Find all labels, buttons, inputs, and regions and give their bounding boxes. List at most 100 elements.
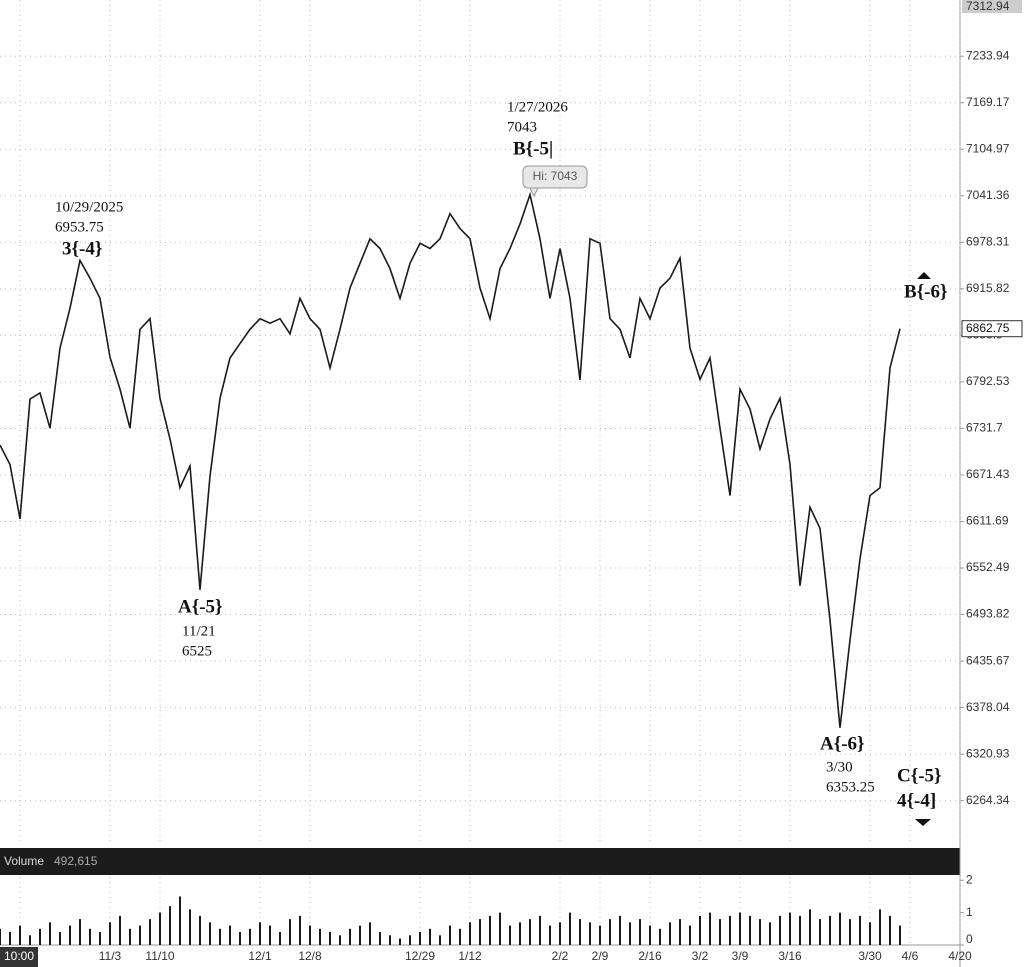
volume-bar: [449, 925, 451, 945]
volume-bar: [169, 906, 171, 945]
volume-bar: [39, 928, 41, 945]
price-line: [0, 191, 901, 728]
annotation: B{-6}: [904, 281, 947, 302]
annotation: A{-6}: [820, 733, 865, 754]
y-tick-label: 6611.69: [966, 514, 1009, 528]
volume-value: 492,615: [54, 854, 98, 868]
volume-bar: [259, 922, 261, 945]
y-tick-label: 6915.82: [966, 281, 1010, 295]
volume-bar: [239, 932, 241, 945]
volume-bar: [389, 935, 391, 945]
hi-label: Hi: 7043: [533, 169, 578, 183]
volume-bar: [879, 909, 881, 945]
volume-bar: [829, 915, 831, 945]
volume-bar: [689, 925, 691, 945]
annotation: B{-5|: [513, 138, 553, 159]
volume-bar: [819, 919, 821, 945]
y-tick-label: 1: [966, 905, 973, 919]
volume-bar: [379, 932, 381, 945]
volume-bar: [859, 915, 861, 945]
volume-bar: [299, 915, 301, 945]
volume-bar: [739, 912, 741, 945]
y-range-label: 7312.94: [966, 0, 1010, 13]
volume-bar: [599, 925, 601, 945]
volume-bar: [249, 928, 251, 945]
volume-bar: [559, 922, 561, 945]
volume-bar: [529, 919, 531, 945]
x-tick-label: 4/20: [948, 949, 972, 963]
annotation: 11/21: [182, 623, 216, 639]
volume-bar: [709, 912, 711, 945]
volume-bar: [659, 928, 661, 945]
marker: [917, 272, 931, 279]
volume-bar: [729, 915, 731, 945]
volume-bar: [409, 935, 411, 945]
x-tick-label: 3/9: [732, 949, 749, 963]
volume-bar: [219, 928, 221, 945]
y-tick-label: 2: [966, 872, 973, 886]
volume-bar: [209, 922, 211, 945]
y-tick-label: 6264.34: [966, 793, 1010, 807]
x-tick-label: 2/9: [592, 949, 609, 963]
volume-bar: [309, 925, 311, 945]
x-tick-label: 2/16: [638, 949, 662, 963]
x-tick-label: 10:00: [4, 949, 34, 963]
volume-bar: [0, 928, 1, 945]
volume-bar: [149, 919, 151, 945]
y-tick-label: 6493.82: [966, 607, 1010, 621]
volume-bar: [649, 925, 651, 945]
volume-bar: [329, 932, 331, 945]
annotation: 4{-4]: [897, 790, 936, 811]
time-box: [0, 947, 38, 967]
volume-bar: [229, 925, 231, 945]
volume-bar: [789, 912, 791, 945]
volume-bar: [609, 919, 611, 945]
volume-bar: [759, 919, 761, 945]
volume-bar: [89, 928, 91, 945]
annotation: 3{-4}: [62, 238, 102, 259]
volume-bar: [439, 935, 441, 945]
volume-bar: [679, 919, 681, 945]
x-tick-label: 12/8: [298, 949, 322, 963]
volume-header: [0, 848, 960, 875]
volume-bar: [519, 922, 521, 945]
volume-bar: [339, 935, 341, 945]
volume-bar: [549, 925, 551, 945]
x-tick-label: 3/30: [858, 949, 882, 963]
volume-bar: [459, 928, 461, 945]
y-tick-label: 7233.94: [966, 48, 1010, 62]
volume-bar: [429, 928, 431, 945]
annotation: 10/29/2025: [55, 199, 123, 215]
volume-bar: [289, 919, 291, 945]
y-tick-label: 6978.31: [966, 234, 1010, 248]
hi-bubble: [522, 165, 588, 189]
y-tick-label: 6671.43: [966, 467, 1010, 481]
bubble-pointer: [529, 187, 539, 198]
volume-bar: [269, 925, 271, 945]
volume-bar: [349, 928, 351, 945]
y-tick-label: 0: [966, 932, 973, 946]
volume-bar: [129, 928, 131, 945]
volume-bar: [79, 919, 81, 945]
volume-bar: [669, 922, 671, 945]
x-tick-label: 3/2: [692, 949, 709, 963]
x-tick-label: 11/10: [145, 949, 174, 963]
volume-bar: [369, 922, 371, 945]
x-tick-label: 12/1: [248, 949, 272, 963]
y-tick-label: 7104.97: [966, 141, 1010, 155]
annotation: 6525: [182, 643, 212, 659]
annotation: 3/30: [826, 759, 853, 775]
volume-bar: [589, 922, 591, 945]
volume-bar: [319, 928, 321, 945]
volume-bar: [769, 922, 771, 945]
y-tick-label: 7041.36: [966, 188, 1010, 202]
x-tick-label: 2/2: [552, 949, 569, 963]
volume-bar: [9, 932, 11, 945]
volume-bar: [59, 932, 61, 945]
volume-bar: [629, 922, 631, 945]
annotation: A{-5}: [178, 596, 223, 617]
volume-bar: [99, 932, 101, 945]
y-tick-label: 6320.93: [966, 746, 1010, 760]
